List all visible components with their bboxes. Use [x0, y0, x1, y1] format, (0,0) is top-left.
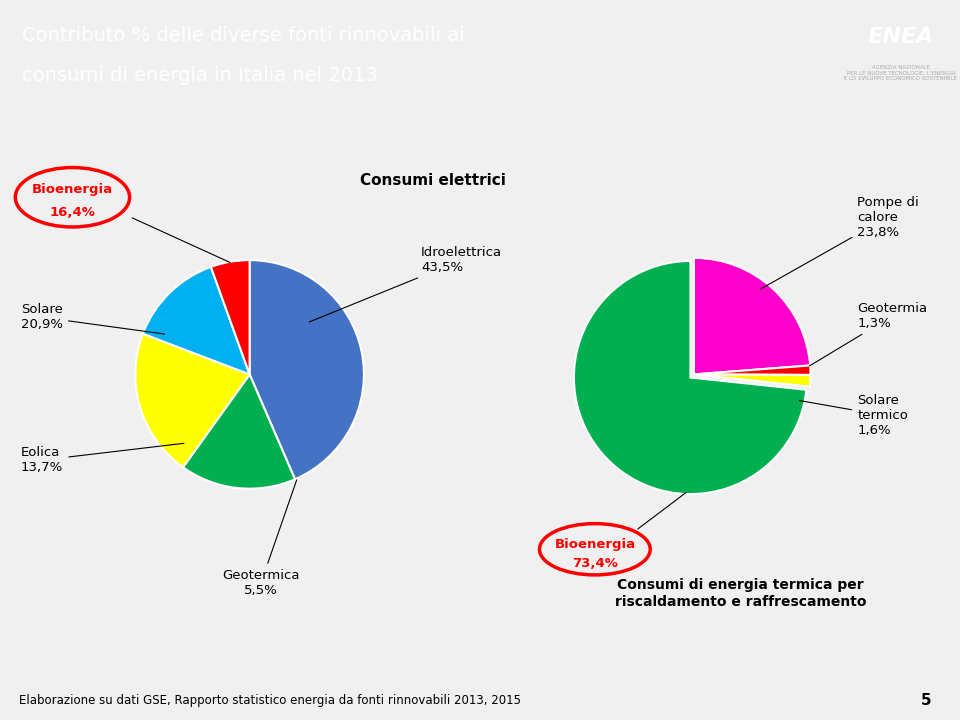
Wedge shape — [694, 258, 810, 374]
Text: Pompe di
calore
23,8%: Pompe di calore 23,8% — [760, 196, 919, 289]
Wedge shape — [694, 374, 810, 387]
Wedge shape — [183, 374, 295, 489]
Text: Geotermia
1,3%: Geotermia 1,3% — [809, 302, 927, 366]
Text: consumi di energia in Italia nel 2013: consumi di energia in Italia nel 2013 — [22, 66, 378, 84]
Text: 5: 5 — [921, 693, 931, 708]
Text: Eolica
13,7%: Eolica 13,7% — [21, 444, 184, 474]
Text: Bioenergia: Bioenergia — [554, 538, 636, 551]
Text: Bioenergia: Bioenergia — [32, 183, 113, 196]
Text: ENEA: ENEA — [868, 27, 934, 48]
Text: 73,4%: 73,4% — [572, 557, 618, 570]
Text: Idroelettrica
43,5%: Idroelettrica 43,5% — [309, 246, 502, 322]
Text: Consumi elettrici: Consumi elettrici — [359, 173, 505, 188]
Text: Elaborazione su dati GSE, Rapporto statistico energia da fonti rinnovabili 2013,: Elaborazione su dati GSE, Rapporto stati… — [19, 693, 521, 707]
Wedge shape — [250, 260, 364, 480]
Wedge shape — [211, 260, 250, 374]
Text: Geotermica
5,5%: Geotermica 5,5% — [223, 480, 300, 597]
Wedge shape — [143, 267, 250, 374]
Wedge shape — [135, 333, 250, 467]
Wedge shape — [694, 366, 810, 375]
Wedge shape — [574, 261, 806, 494]
Text: Consumi di energia termica per
riscaldamento e raffrescamento: Consumi di energia termica per riscaldam… — [614, 578, 866, 608]
Text: 16,4%: 16,4% — [50, 206, 95, 219]
Text: Contributo % delle diverse fonti rinnovabili ai: Contributo % delle diverse fonti rinnova… — [22, 26, 465, 45]
Text: AGENZIA NAZIONALE
PER LE NUOVE TECNOLOGIE, L'ENERGIA
E LO SVILUPPO ECONOMICO SOS: AGENZIA NAZIONALE PER LE NUOVE TECNOLOGI… — [845, 65, 957, 81]
Text: Solare
termico
1,6%: Solare termico 1,6% — [800, 394, 908, 437]
Text: Solare
20,9%: Solare 20,9% — [21, 303, 164, 334]
